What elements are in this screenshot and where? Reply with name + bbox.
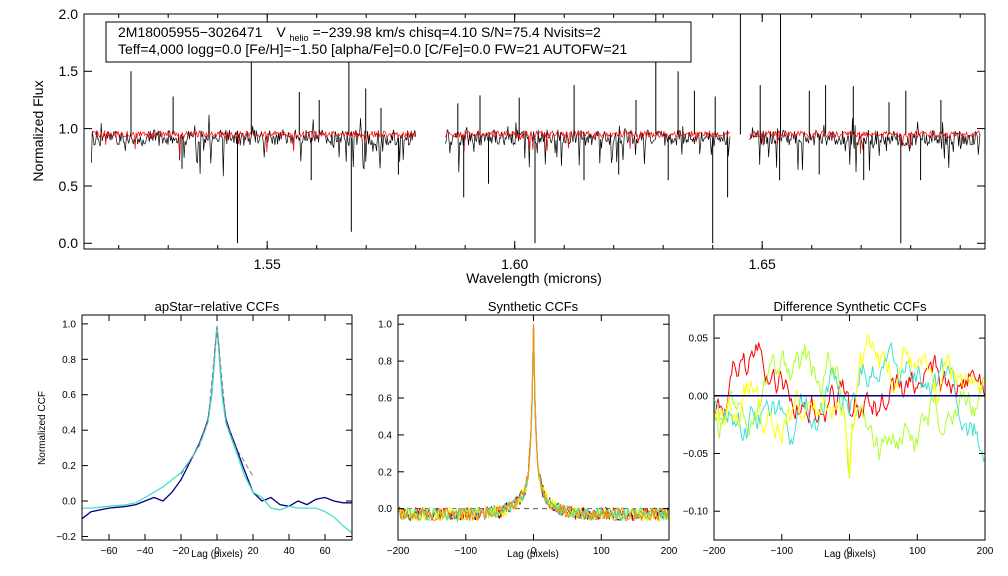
y-tick-label: 0.00 — [689, 391, 709, 402]
y-tick-label: 0.2 — [62, 461, 76, 472]
x-tick-label: 20 — [247, 546, 259, 557]
spectrum-model-line — [91, 129, 981, 157]
synthetic-ccf-panel: −200 −100 0 100 200 0.0 0.2 0.4 0.6 0.8 1.0 Synthe… — [378, 299, 678, 560]
x-tick-label: 1.60 — [501, 256, 528, 272]
ccf-visit-2-line — [82, 325, 353, 534]
synthetic-ccf-xlabel: Lag (pixels) — [507, 549, 559, 560]
x-tick-label: 60 — [319, 546, 331, 557]
info-box: 2M18005955−3026471 V helio =−239.98 km/s… — [105, 21, 692, 63]
info-line2: Teff=4,000 logg=0.0 [Fe/H]=−1.50 [alpha/… — [118, 41, 627, 57]
y-tick-label: 0.2 — [378, 467, 392, 478]
x-tick-label: 1.65 — [749, 256, 776, 272]
synthetic-ccf-line — [397, 324, 670, 522]
y-tick-label: 0.6 — [62, 390, 76, 401]
y-tick-label: 0.8 — [62, 355, 76, 366]
apstar-ccf-panel: −60 −40 −20 0 20 40 60 −0.2 0.0 0.2 0.4 0.6 0.8 1.0 a… — [37, 299, 353, 560]
ccf-visit-1-line — [81, 327, 352, 520]
difference-ccf-title: Difference Synthetic CCFs — [774, 299, 927, 314]
x-tick-label: 0 — [531, 546, 537, 557]
x-tick-label: 200 — [661, 546, 678, 557]
x-tick-label: −100 — [455, 546, 478, 557]
y-tick-label: 1.0 — [378, 320, 392, 331]
y-tick-label: 1.0 — [59, 121, 79, 137]
difference-ccf-line — [713, 341, 986, 463]
x-tick-label: 100 — [909, 546, 926, 557]
difference-ccf-frame — [713, 314, 986, 541]
synthetic-ccf-line — [397, 324, 670, 523]
x-tick-label: 200 — [977, 546, 994, 557]
difference-ccf-panel: −200 −100 0 100 200 −0.10 −0.05 0.00 0.05 Differ… — [683, 299, 994, 560]
x-tick-label: −20 — [173, 546, 190, 557]
y-tick-label: 0.4 — [378, 430, 392, 441]
y-tick-label: 0.6 — [378, 394, 392, 405]
synthetic-ccf-title: Synthetic CCFs — [488, 299, 579, 314]
x-tick-label: 0 — [847, 546, 853, 557]
apstar-ccf-title: apStar−relative CCFs — [155, 299, 280, 314]
y-tick-label: −0.05 — [683, 449, 709, 460]
y-tick-label: 0.4 — [62, 426, 76, 437]
difference-ccf-line — [713, 332, 986, 476]
spectrum-xlabel: Wavelength (microns) — [466, 270, 602, 286]
object-id: 2M18005955−3026471 — [118, 24, 263, 40]
info-box-frame — [105, 21, 692, 63]
synthetic-ccf-line — [397, 324, 670, 522]
y-tick-label: 0.05 — [689, 334, 709, 345]
y-tick-label: −0.10 — [683, 507, 709, 518]
x-tick-label: −200 — [387, 546, 410, 557]
x-tick-label: 0 — [214, 546, 220, 557]
y-tick-label: 0.8 — [378, 357, 392, 368]
x-tick-label: −200 — [703, 546, 726, 557]
apstar-ccf-ylabel: Normalized CCF — [37, 391, 48, 465]
x-tick-label: −100 — [771, 546, 794, 557]
y-tick-label: 0.0 — [62, 497, 76, 508]
x-tick-label: 40 — [283, 546, 295, 557]
v-subscript: helio — [290, 33, 309, 43]
spectrum-observed-line — [91, 114, 981, 177]
y-tick-label: 0.5 — [59, 178, 79, 194]
y-tick-label: 0.0 — [59, 235, 79, 251]
synthetic-ccf-line — [397, 324, 670, 522]
y-tick-label: 1.0 — [62, 319, 76, 330]
svg-text:2M18005955−3026471 V: 2M18005955−3026471 V helio =−239.98 km/s… — [118, 24, 601, 44]
spectrum-panel: 1.55 1.60 1.65 0.0 0.5 1.0 1.5 2.0 Wavelength (… — [30, 6, 986, 286]
x-tick-label: −40 — [137, 546, 154, 557]
spectrum-ylabel: Normalized Flux — [30, 80, 46, 181]
ccf-combined-line — [180, 327, 254, 477]
y-tick-label: 1.5 — [59, 63, 79, 79]
synthetic-ccf-line — [397, 324, 670, 522]
y-tick-label: 0.0 — [378, 504, 392, 515]
apstar-ccf-xlabel: Lag (pixels) — [191, 549, 243, 560]
x-tick-label: 100 — [593, 546, 610, 557]
y-tick-label: 2.0 — [59, 6, 79, 22]
spectrum-frame — [83, 13, 986, 250]
x-tick-label: −60 — [101, 546, 118, 557]
x-tick-label: 1.55 — [254, 256, 281, 272]
v-symbol: V — [276, 24, 286, 40]
synthetic-ccf-line — [397, 324, 670, 523]
difference-ccf-xlabel: Lag (pixels) — [824, 549, 876, 560]
y-tick-label: −0.2 — [56, 532, 76, 543]
info-line1: =−239.98 km/s chisq=4.10 S/N=75.4 Nvisit… — [312, 24, 601, 40]
